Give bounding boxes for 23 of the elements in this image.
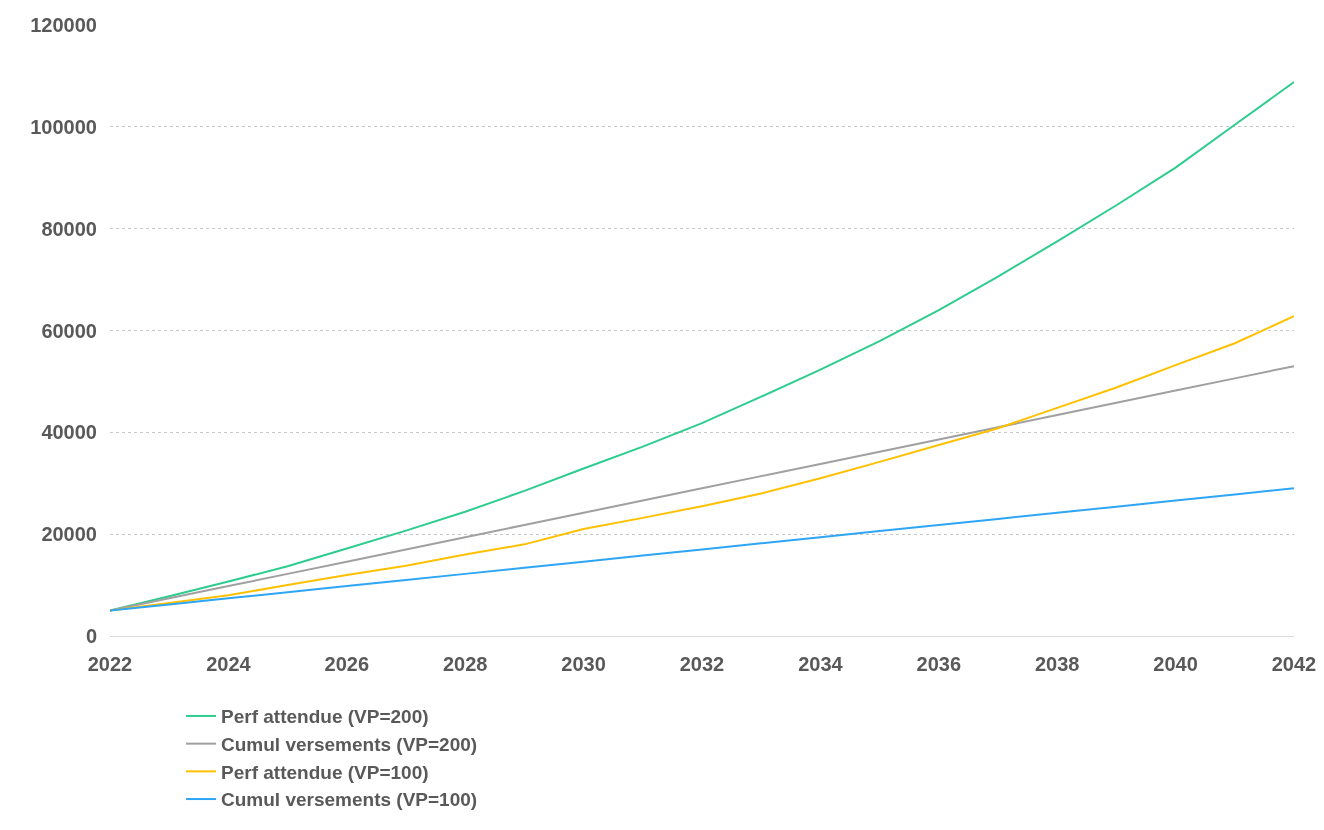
x-tick-label: 2024: [206, 653, 252, 675]
legend-label: Perf attendue (VP=100): [221, 761, 429, 783]
legend-label: Cumul versements (VP=200): [221, 734, 478, 756]
x-tick-label: 2028: [442, 653, 488, 675]
y-tick-label: 40000: [41, 421, 97, 444]
x-tick-label: 2026: [324, 653, 370, 675]
legend-label: Cumul versements (VP=100): [221, 789, 478, 811]
y-tick-label: 80000: [41, 217, 97, 240]
x-tick-label: 2030: [561, 653, 606, 675]
y-tick-label: 20000: [41, 523, 97, 546]
x-tick-label: 2036: [916, 653, 962, 675]
x-tick-label: 2038: [1034, 653, 1080, 675]
y-tick-label: 120000: [30, 14, 97, 36]
y-tick-label: 0: [85, 625, 97, 647]
x-tick-label: 2022: [87, 653, 133, 675]
legend-label: Perf attendue (VP=200): [221, 706, 429, 728]
y-tick-label: 60000: [41, 319, 97, 342]
y-tick-label: 100000: [30, 115, 97, 138]
line-series: [110, 487, 1294, 612]
x-tick-label: 2032: [679, 653, 725, 675]
x-tick-label: 2040: [1153, 653, 1198, 675]
x-tick-label: 2034: [798, 653, 844, 675]
x-tick-label: 2042: [1271, 653, 1317, 675]
